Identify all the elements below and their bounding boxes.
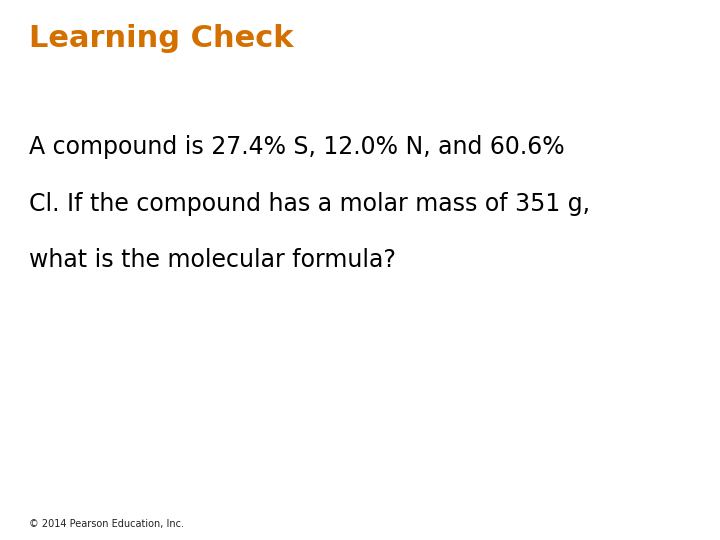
- Text: Learning Check: Learning Check: [29, 24, 293, 53]
- Text: A compound is 27.4% S, 12.0% N, and 60.6%: A compound is 27.4% S, 12.0% N, and 60.6…: [29, 135, 564, 159]
- Text: what is the molecular formula?: what is the molecular formula?: [29, 248, 396, 272]
- Text: © 2014 Pearson Education, Inc.: © 2014 Pearson Education, Inc.: [29, 519, 184, 529]
- Text: Cl. If the compound has a molar mass of 351 g,: Cl. If the compound has a molar mass of …: [29, 192, 590, 215]
